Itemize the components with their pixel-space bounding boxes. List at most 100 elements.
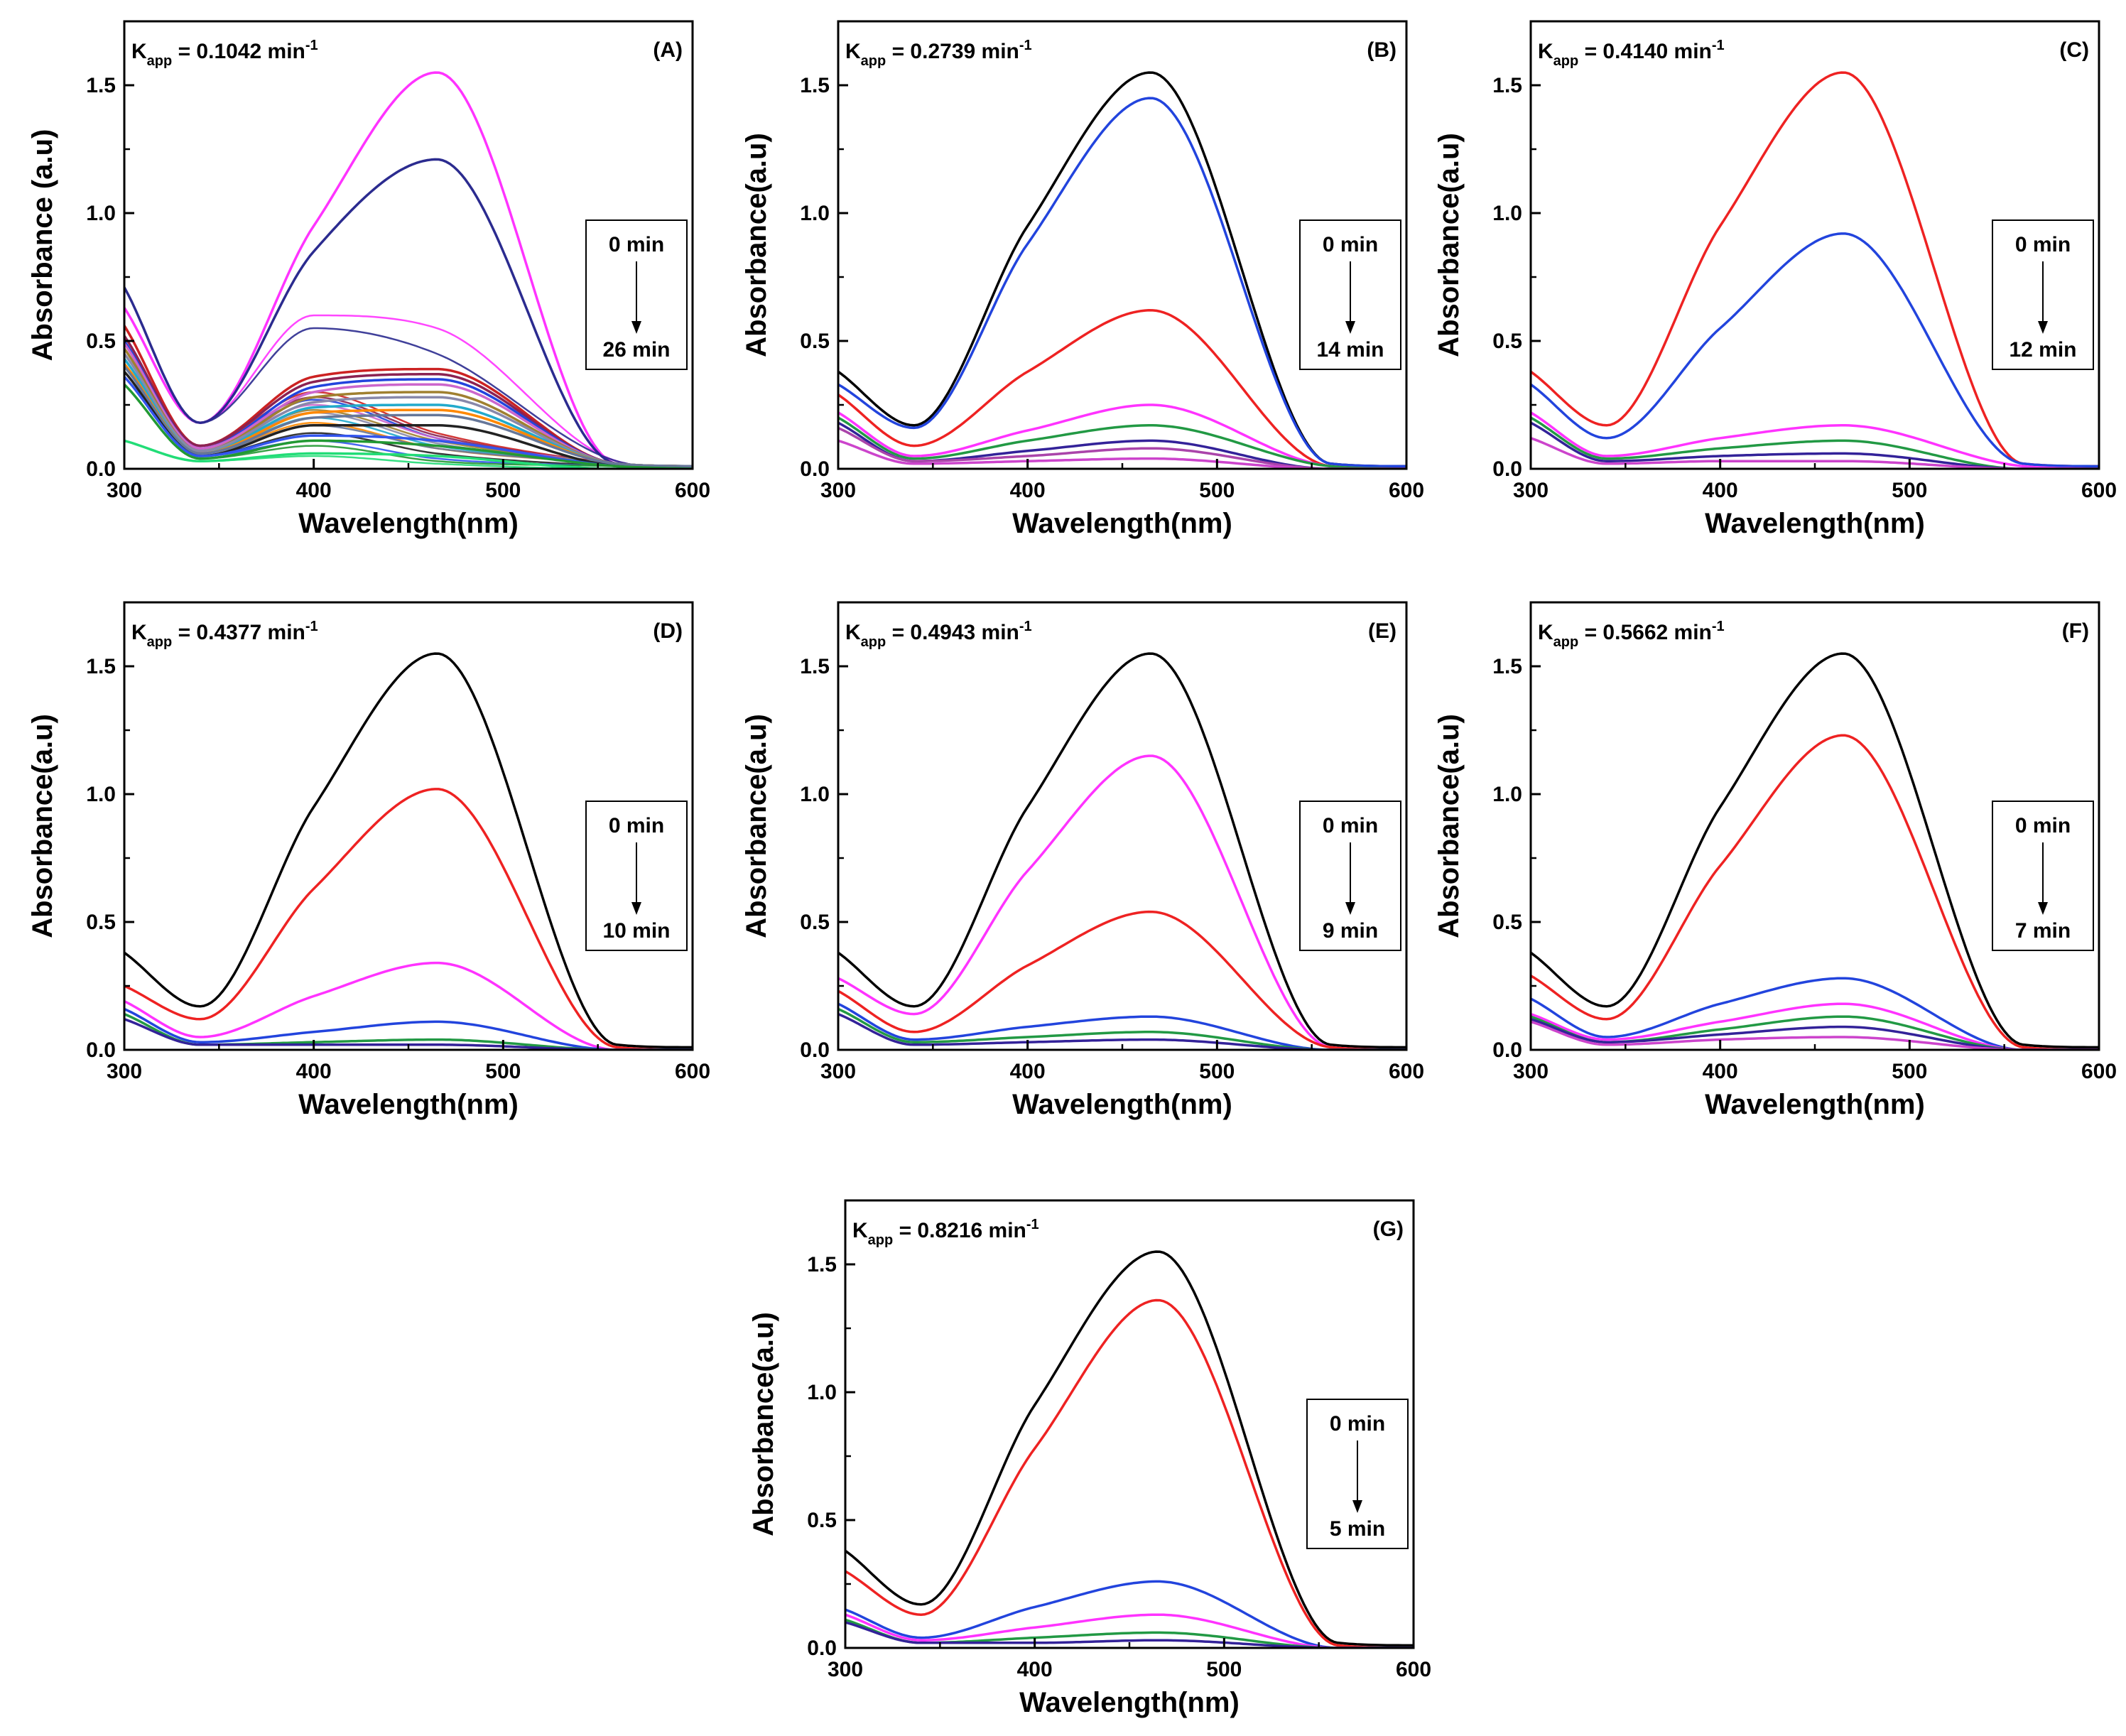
rate-part-4: -1	[1019, 619, 1032, 634]
y-tick-label: 1.5	[800, 74, 830, 97]
rate-annotation: Kapp = 0.4377 min-1	[131, 619, 318, 650]
y-tick-label: 0.0	[86, 1038, 116, 1062]
x-tick-label: 600	[1389, 1060, 1424, 1083]
arrow-down-icon	[1345, 321, 1355, 334]
y-tick-label: 0.5	[86, 911, 116, 934]
rate-part-1: K	[852, 1219, 868, 1242]
rate-part-3: = 0.8216 min	[893, 1219, 1026, 1242]
chart-panel-d: 300 400 500 600 0.0 0.5 1.0 1.5 Wavelength(nm) Ab…	[27, 601, 710, 1120]
x-tick-label: 300	[820, 479, 856, 502]
x-tick-label: 500	[485, 479, 521, 502]
y-axis-label: Absorbance(a.u)	[748, 1312, 779, 1536]
rate-part-2: app	[1553, 53, 1579, 69]
y-tick-label: 1.0	[1492, 202, 1522, 225]
y-axis-label: Absorbance(a.u)	[1433, 133, 1465, 357]
rate-part-1: K	[131, 40, 147, 63]
y-tick-label: 1.0	[86, 783, 116, 806]
panel-label: (D)	[653, 619, 683, 643]
x-tick-label: 300	[107, 1060, 142, 1083]
series-line-2	[845, 1298, 1414, 1648]
time-legend-end: 14 min	[1316, 338, 1384, 362]
panel-label: (G)	[1373, 1217, 1404, 1241]
x-axis-label: Wavelength(nm)	[1012, 508, 1232, 539]
chart-panel-c: 300 400 500 600 0.0 0.5 1.0 1.5 Wavelength(nm) Ab…	[1433, 20, 2117, 539]
y-tick-label: 0.0	[807, 1637, 837, 1660]
y-tick-label: 0.0	[800, 1038, 830, 1062]
x-axis-label: Wavelength(nm)	[298, 1089, 519, 1120]
arrow-down-icon	[1352, 1500, 1362, 1513]
rate-part-3: = 0.4140 min	[1578, 40, 1712, 63]
x-tick-label: 300	[828, 1658, 863, 1681]
y-tick-label: 0.5	[1492, 330, 1522, 353]
rate-part-1: K	[845, 40, 861, 63]
rate-annotation: Kapp = 0.4943 min-1	[845, 619, 1032, 650]
chart-panel-g: 300 400 500 600 0.0 0.5 1.0 1.5 Wavelength(nm) Ab…	[748, 1199, 1431, 1718]
series-line-1	[1531, 71, 2099, 468]
chart-panel-e: 300 400 500 600 0.0 0.5 1.0 1.5 Wavelength(nm) Ab…	[741, 601, 1424, 1120]
x-tick-label: 400	[1703, 1060, 1738, 1083]
x-tick-label: 500	[1892, 1060, 1927, 1083]
rate-part-2: app	[861, 53, 886, 69]
y-axis-label: Absorbance(a.u)	[27, 714, 58, 938]
time-legend-end: 9 min	[1323, 919, 1378, 943]
time-legend-end: 10 min	[602, 919, 670, 943]
x-tick-label: 500	[485, 1060, 521, 1083]
x-axis-label: Wavelength(nm)	[298, 508, 519, 539]
y-tick-label: 1.0	[800, 783, 830, 806]
y-tick-label: 0.0	[1492, 1038, 1522, 1062]
rate-part-4: -1	[305, 619, 318, 634]
x-tick-label: 500	[1199, 1060, 1235, 1083]
x-axis-label: Wavelength(nm)	[1705, 1089, 1925, 1120]
rate-part-2: app	[868, 1232, 894, 1248]
rate-part-3: = 0.4943 min	[886, 621, 1019, 644]
y-tick-label: 0.5	[86, 330, 116, 353]
series-line-2	[124, 158, 693, 468]
time-legend-start: 0 min	[2015, 814, 2071, 837]
x-tick-label: 300	[1513, 479, 1549, 502]
x-tick-label: 400	[1010, 479, 1046, 502]
x-tick-label: 500	[1206, 1658, 1242, 1681]
y-tick-label: 1.5	[1492, 74, 1522, 97]
x-tick-label: 600	[2081, 1060, 2117, 1083]
rate-annotation: Kapp = 0.2739 min-1	[845, 38, 1032, 69]
y-tick-label: 1.5	[800, 655, 830, 678]
rate-part-3: = 0.2739 min	[886, 40, 1019, 63]
rate-part-4: -1	[1019, 38, 1032, 53]
x-tick-label: 400	[296, 479, 332, 502]
rate-part-1: K	[845, 621, 861, 644]
chart-panel-b: 300 400 500 600 0.0 0.5 1.0 1.5 Wavelength(nm) Ab…	[741, 20, 1424, 539]
series-line-11	[124, 365, 693, 468]
x-axis-label: Wavelength(nm)	[1012, 1089, 1232, 1120]
time-legend-start: 0 min	[1323, 814, 1378, 837]
panel-label: (B)	[1367, 38, 1396, 62]
series-line-2	[1531, 232, 2099, 468]
panel-label: (C)	[2059, 38, 2089, 62]
series-line-3	[838, 309, 1406, 469]
series-line-1	[838, 652, 1406, 1049]
series-baseline-11	[124, 366, 693, 469]
time-legend-start: 0 min	[609, 233, 664, 256]
y-tick-label: 1.5	[1492, 655, 1522, 678]
time-legend-start: 0 min	[2015, 233, 2071, 256]
x-tick-label: 600	[1389, 479, 1424, 502]
panel-label: (A)	[653, 38, 683, 62]
arrow-down-icon	[2038, 902, 2048, 915]
series-line-3	[124, 961, 693, 1050]
y-tick-label: 0.0	[800, 457, 830, 481]
time-legend-end: 7 min	[2015, 919, 2071, 943]
time-legend-start: 0 min	[609, 814, 664, 837]
series-line-1	[845, 1250, 1414, 1647]
series-line-2	[838, 754, 1406, 1050]
series-baseline-2	[124, 286, 693, 469]
rate-part-4: -1	[305, 38, 318, 53]
rate-part-2: app	[861, 634, 886, 650]
rate-part-4: -1	[1026, 1217, 1039, 1232]
panel-label: (E)	[1368, 619, 1396, 643]
series-line-2	[838, 97, 1406, 468]
y-tick-label: 1.5	[86, 655, 116, 678]
rate-part-3: = 0.5662 min	[1578, 621, 1712, 644]
rate-part-2: app	[1553, 634, 1579, 650]
rate-part-1: K	[131, 621, 147, 644]
y-axis-label: Absorbance(a.u)	[741, 133, 772, 357]
